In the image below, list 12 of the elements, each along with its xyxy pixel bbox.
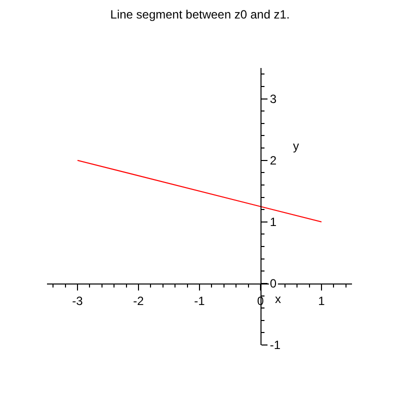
y-tick-label: 2 — [270, 154, 277, 168]
chart-title: Line segment between z0 and z1. — [110, 7, 290, 22]
y-tick-label: 3 — [270, 92, 277, 106]
y-axis-title: y — [293, 139, 299, 153]
x-axis-title: x — [275, 292, 281, 306]
x-tick-label: -1 — [194, 294, 206, 308]
y-tick-label: 1 — [270, 215, 277, 230]
y-tick-label: -1 — [270, 338, 281, 352]
x-tick-label: 1 — [318, 294, 326, 308]
x-tick-label: -2 — [133, 294, 144, 308]
y-tick-label: 0 — [270, 276, 277, 291]
x-tick-label: -3 — [72, 294, 84, 308]
